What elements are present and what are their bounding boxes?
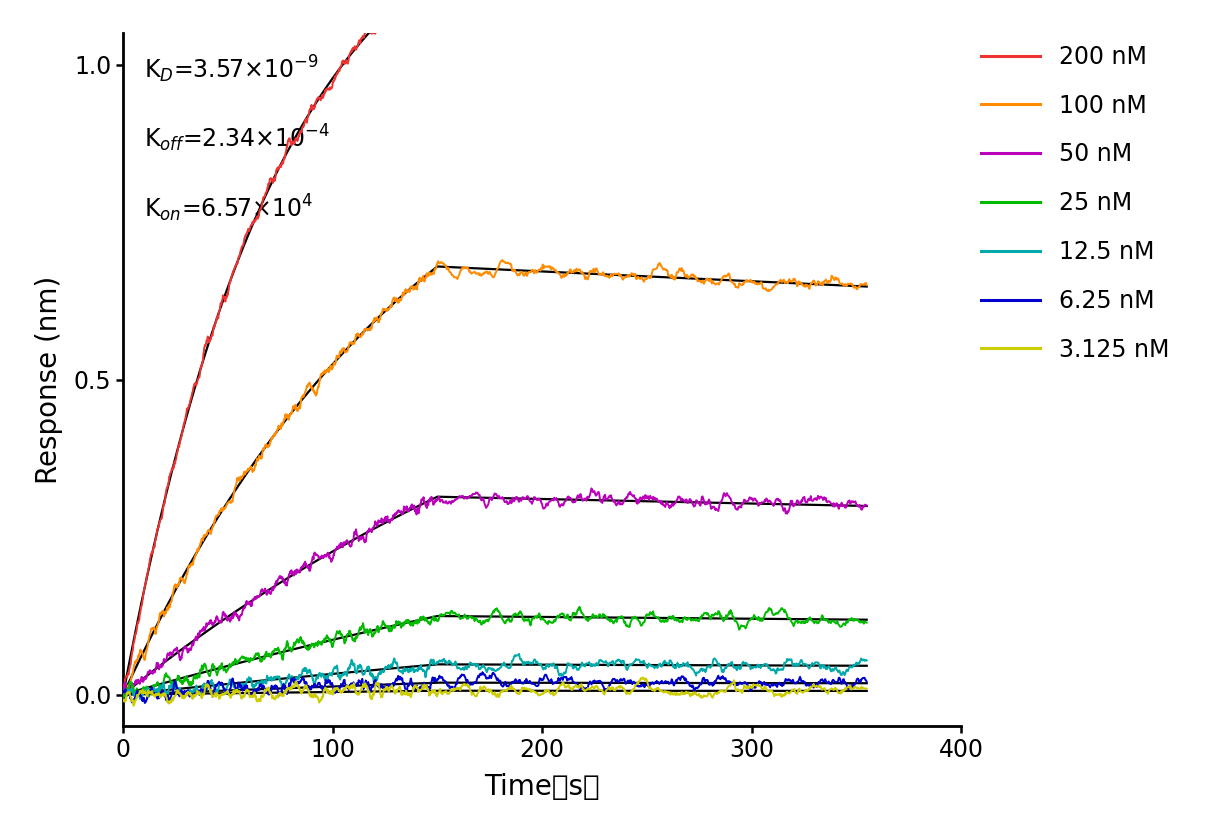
Text: K$_{off}$=2.34×10$^{-4}$: K$_{off}$=2.34×10$^{-4}$ [144, 123, 330, 154]
X-axis label: Time（s）: Time（s） [484, 773, 600, 801]
Text: K$_{on}$=6.57×10$^{4}$: K$_{on}$=6.57×10$^{4}$ [144, 192, 313, 224]
Text: K$_{D}$=3.57×10$^{-9}$: K$_{D}$=3.57×10$^{-9}$ [144, 54, 319, 85]
Legend: 200 nM, 100 nM, 50 nM, 25 nM, 12.5 nM, 6.25 nM, 3.125 nM: 200 nM, 100 nM, 50 nM, 25 nM, 12.5 nM, 6… [981, 45, 1169, 361]
Y-axis label: Response (nm): Response (nm) [34, 276, 63, 483]
